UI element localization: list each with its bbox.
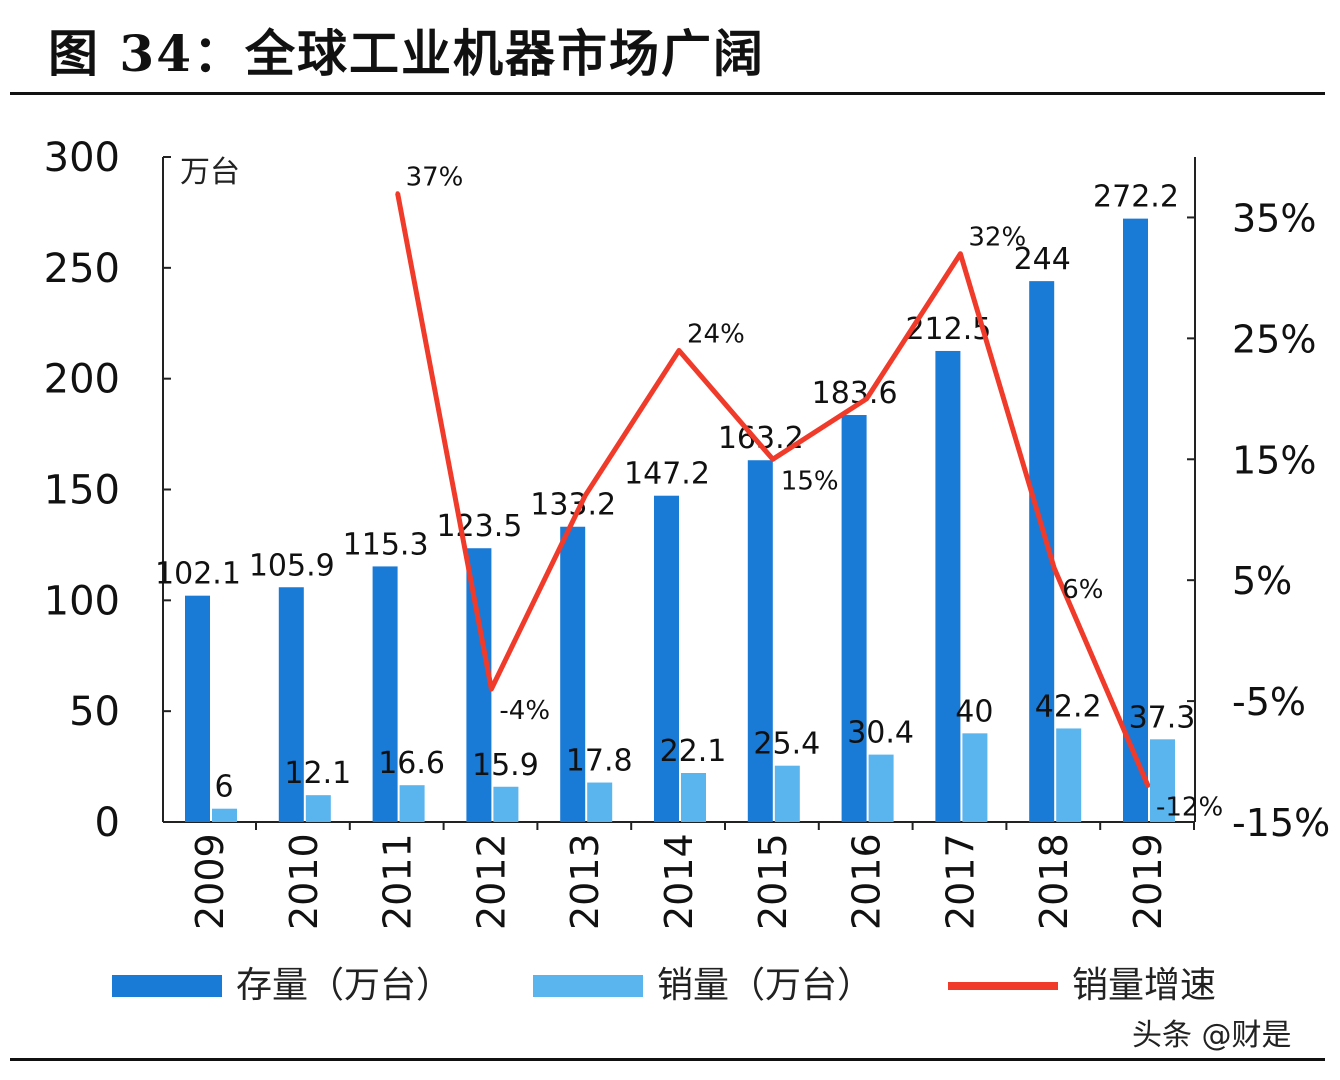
line-label-growth: 24%	[687, 319, 745, 349]
legend-label-sales: 销量（万台）	[657, 965, 874, 1006]
bar-label-sales: 30.4	[847, 716, 914, 751]
x-tick-label: 2019	[1126, 833, 1170, 930]
line-label-growth: 15%	[781, 466, 839, 496]
bar-stock	[560, 526, 586, 822]
x-tick-label: 2015	[751, 833, 795, 930]
bar-label-sales: 15.9	[472, 748, 539, 783]
point-growth	[583, 493, 588, 498]
bar-sales	[868, 754, 894, 822]
chart-title: 图 34：全球工业机器市场广阔	[48, 24, 765, 83]
bar-label-sales: 12.1	[284, 756, 351, 791]
y-tick-label: 300	[44, 135, 120, 181]
bar-sales	[774, 765, 800, 822]
point-growth	[770, 457, 775, 462]
x-tick-label: 2009	[188, 833, 232, 930]
legend-item-stock: 存量（万台）	[112, 964, 452, 1008]
bar-sales	[212, 808, 237, 822]
bar-stock	[935, 350, 961, 822]
bar-label-sales: 40	[955, 694, 993, 729]
x-tick-label: 2017	[938, 833, 982, 930]
bar-stock	[372, 566, 398, 822]
bar-label-sales: 17.8	[566, 744, 633, 779]
legend-swatch-growth	[948, 982, 1058, 990]
y-tick-label: 50	[69, 689, 120, 735]
bar-stock	[841, 415, 867, 822]
bar-stock	[185, 595, 210, 822]
bar-label-sales: 25.4	[753, 727, 820, 762]
line-label-growth: -12%	[1156, 793, 1223, 823]
x-tick-label: 2016	[845, 833, 889, 930]
y-tick-label: 0	[95, 800, 120, 846]
bar-sales	[1150, 739, 1175, 822]
bar-label-stock: 115.3	[343, 527, 429, 562]
y2-tick-label: 35%	[1232, 196, 1316, 240]
bar-stock	[278, 587, 304, 822]
bar-label-stock: 163.2	[718, 421, 804, 456]
bar-label-sales: 6	[214, 770, 233, 805]
x-tick-label: 2013	[563, 833, 607, 930]
bar-stock	[654, 495, 679, 822]
bar-label-stock: 105.9	[249, 548, 335, 583]
y-tick-label: 250	[44, 246, 120, 292]
legend-label-growth: 销量增速	[1072, 965, 1217, 1006]
bar-stock	[466, 548, 492, 822]
y-unit-label: 万台	[180, 155, 240, 190]
bar-sales	[305, 795, 331, 822]
line-label-growth: 6%	[1062, 575, 1103, 605]
line-label-growth: -4%	[499, 696, 550, 726]
bar-label-stock: 244	[1014, 242, 1071, 277]
bar-label-sales: 22.1	[660, 734, 727, 769]
line-label-growth: 32%	[968, 223, 1026, 253]
point-growth	[864, 396, 869, 401]
y2-tick-label: 25%	[1232, 317, 1316, 361]
bar-label-stock: 272.2	[1093, 180, 1179, 215]
y2-tick-label: -5%	[1232, 680, 1306, 724]
y2-tick-label: 15%	[1232, 438, 1316, 482]
bar-sales	[681, 773, 706, 822]
x-tick-label: 2010	[282, 833, 326, 930]
bar-sales	[1056, 728, 1082, 822]
bottom-rule	[10, 1058, 1325, 1061]
line-label-growth: 37%	[406, 162, 464, 192]
y-tick-label: 100	[44, 578, 120, 624]
bar-stock	[1123, 218, 1148, 822]
point-growth	[1052, 566, 1057, 571]
bar-stock	[747, 460, 773, 822]
x-tick-label: 2012	[469, 833, 513, 930]
legend-swatch-stock	[112, 975, 222, 997]
y2-tick-label: -15%	[1232, 801, 1330, 845]
point-growth	[677, 348, 681, 353]
legend-swatch-sales	[533, 975, 643, 997]
x-tick-label: 2018	[1032, 833, 1076, 930]
bar-label-stock: 102.1	[155, 557, 241, 592]
bar-sales	[962, 733, 988, 822]
bar-label-sales: 16.6	[378, 746, 445, 781]
bar-label-sales: 37.3	[1129, 700, 1196, 735]
bar-label-stock: 147.2	[624, 457, 710, 492]
point-growth	[395, 191, 400, 196]
legend-item-sales: 销量（万台）	[533, 964, 873, 1008]
point-growth	[1146, 783, 1150, 788]
watermark: 头条 @财是	[1132, 1018, 1292, 1053]
legend-item-growth: 销量增速	[948, 964, 1216, 1008]
y2-tick-label: 5%	[1232, 559, 1292, 603]
top-rule	[10, 92, 1325, 95]
x-tick-label: 2011	[376, 833, 420, 930]
bar-sales	[399, 785, 425, 822]
x-tick-label: 2014	[657, 833, 701, 930]
bar-label-sales: 42.2	[1035, 689, 1102, 724]
legend-label-stock: 存量（万台）	[236, 965, 453, 1006]
bar-sales	[493, 786, 519, 822]
bar-label-stock: 123.5	[436, 509, 522, 544]
point-growth	[958, 251, 963, 256]
bar-sales	[587, 782, 613, 822]
y-tick-label: 150	[44, 468, 120, 514]
y-tick-label: 200	[44, 357, 120, 403]
point-growth	[489, 687, 494, 691]
